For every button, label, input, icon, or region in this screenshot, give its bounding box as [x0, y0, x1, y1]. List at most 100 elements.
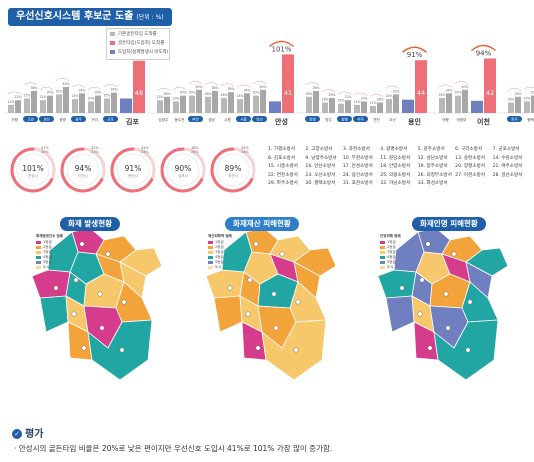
station-marker: [105, 251, 111, 257]
bar-value-label: 42: [486, 89, 494, 97]
station-item: 11. 분당소방서: [380, 155, 411, 161]
map-legend-item: 4등급: [36, 255, 80, 260]
map-legend-item: 4등급: [208, 255, 252, 260]
map-legend-item: 5등급: [208, 260, 252, 265]
bar-value-label: 40%: [461, 85, 468, 89]
category-label: 남양주: [159, 117, 170, 122]
ring-chart: 91%용인시 44%23%: [110, 146, 156, 193]
bar-improved: [244, 93, 250, 113]
bar-improved: [15, 100, 21, 113]
station-marker: [445, 325, 451, 331]
station-marker: [419, 277, 425, 283]
legend-label: 도입지(실제발생시 비도착): [118, 49, 169, 55]
station-marker: [79, 241, 85, 247]
station-marker: [73, 277, 79, 283]
station-item: 4. 광명소방서: [380, 147, 408, 152]
increase-arc: [172, 86, 187, 90]
map-legend-title: 화재발생건수 범례: [36, 234, 63, 238]
bar-improved: [228, 92, 234, 113]
bar-value-label: 44: [417, 89, 425, 97]
station-item: 17. 안성소방서: [342, 164, 373, 169]
map-legend-title: 재산피해액 범례: [208, 234, 232, 238]
bar-current: [120, 98, 132, 113]
ring-small-a: 44%: [141, 146, 149, 150]
map-legend-item: 5등급: [380, 260, 424, 265]
bar-improved: [393, 94, 399, 113]
legend-item-gray: 기존골든타임 도착률: [107, 29, 169, 38]
bar-current: [508, 102, 514, 113]
increase-arc: [454, 81, 469, 85]
category-label: 시흥: [240, 117, 247, 122]
legend-swatch: [110, 49, 115, 54]
map-legend-label: 2등급: [43, 245, 52, 249]
map-legend-label: 4등급: [43, 255, 52, 259]
bar-value-label: 38%: [30, 86, 37, 90]
projection-arc: [269, 40, 294, 47]
increase-arc: [7, 91, 22, 95]
map-legend-swatch: [208, 265, 213, 269]
bar-current: [205, 96, 211, 113]
map-legend-label: 4등급: [215, 255, 224, 259]
increase-arc: [236, 84, 251, 88]
bar-current: [322, 102, 328, 113]
station-marker: [227, 285, 233, 291]
bar-value-label: 34%: [78, 88, 85, 92]
category-pill: [337, 116, 352, 122]
station-marker: [247, 277, 253, 283]
map-legend-swatch: [36, 245, 41, 249]
category-pill: [103, 116, 118, 122]
bar-chart: 14%22%가평25%38%고양22%30%과천32%45%광명24%34%광주…: [4, 40, 534, 193]
bar-value-label: 24%: [236, 94, 243, 98]
map-legend-item: 1등급: [208, 240, 252, 245]
evaluation-title: 평가: [25, 429, 44, 440]
ring-chart: 89%포천시 45%24%: [210, 146, 256, 193]
chart-title-badge: 우선신호시스템 후보군 도출 (단위 : %): [8, 8, 172, 26]
category-label: 김포: [126, 117, 139, 126]
category-label: 부천: [192, 117, 199, 122]
map-legend-swatch: [380, 245, 385, 249]
ring-chart: 94%이천시 42%21%: [60, 146, 106, 193]
bar-value-label: 18%: [376, 98, 383, 102]
station-marker: [417, 311, 423, 317]
map-region: [119, 247, 163, 277]
station-list: 1. 가평소방서 2. 고양소방서 3. 과천소방서 4. 광명소방서 5. 광주소방서…: [268, 146, 530, 192]
station-marker: [97, 291, 103, 297]
map-region: [39, 295, 69, 333]
bar-value-label: 25%: [23, 94, 30, 98]
station-marker: [71, 311, 77, 317]
category-pill: [39, 116, 54, 122]
map-region: [213, 295, 243, 333]
bar-value-label: 18%: [507, 98, 514, 102]
category-pill: [252, 116, 267, 122]
bar-current: [370, 106, 376, 113]
bar-value-label: 20%: [523, 96, 530, 100]
station-item: 29. 파주소방서: [268, 181, 298, 186]
category-label: 이천: [477, 117, 490, 126]
map-legend-label: 3등급: [43, 250, 52, 254]
ring-arc: [210, 147, 254, 193]
bar-improved: [31, 90, 37, 113]
bar-current: [439, 97, 445, 113]
station-marker: [279, 251, 285, 257]
ring-value: 101%: [22, 164, 43, 173]
bar-value-label: 14%: [353, 100, 360, 104]
bar-value-label: 28%: [305, 92, 312, 96]
map-legend-label: 도시: [387, 265, 394, 269]
ring-small-a: 45%: [241, 146, 249, 150]
increase-arc: [103, 83, 118, 87]
bar-improved: [212, 90, 218, 113]
ring-small-b: 25%: [191, 150, 199, 154]
evaluation-icon: ✓: [12, 429, 22, 439]
category-label: 양평: [341, 117, 348, 122]
map-legend-item: 1등급: [380, 240, 424, 245]
ring-value: 91%: [125, 164, 142, 173]
bar-value-label: 40%: [195, 85, 202, 89]
category-pill: [188, 116, 203, 122]
map-region: [377, 269, 417, 299]
bar-improved: [462, 89, 468, 113]
category-pill: [236, 116, 251, 122]
increase-arc: [252, 81, 267, 85]
category-label: 의왕: [442, 117, 449, 122]
ring-inner: [66, 153, 100, 187]
category-pill: [507, 116, 522, 122]
